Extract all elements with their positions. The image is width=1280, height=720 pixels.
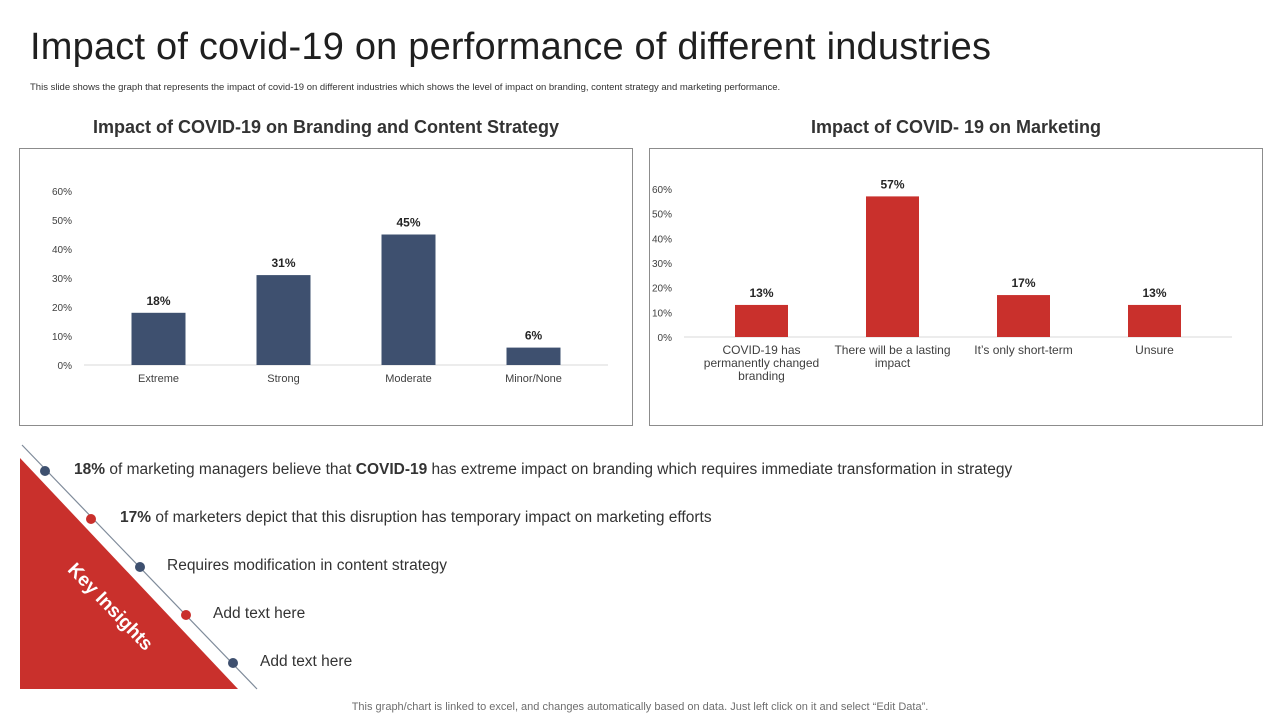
y-tick-label: 30%: [52, 274, 72, 285]
insight-item: 18% of marketing managers believe that C…: [74, 461, 1012, 479]
y-tick-label: 60%: [652, 185, 672, 196]
x-tick-label: COVID-19 has permanently changed branding: [704, 343, 819, 383]
chart-marketing-title: Impact of COVID- 19 on Marketing: [810, 117, 1102, 137]
insight-bullet-dot: [135, 562, 145, 572]
y-tick-label: 20%: [52, 303, 72, 314]
insight-text: Add text here: [213, 605, 306, 622]
data-label: 31%: [271, 256, 295, 270]
insight-bullet-dot: [181, 610, 191, 620]
y-tick-label: 0%: [58, 361, 73, 372]
x-tick-label: Strong: [267, 373, 299, 385]
bar: [381, 234, 436, 365]
data-label: 45%: [396, 216, 420, 230]
data-label: 17%: [1011, 276, 1035, 290]
insight-text: has extreme impact on branding which req…: [427, 461, 1013, 478]
insight-item: Add text here: [260, 653, 352, 671]
insight-highlight: COVID-19: [355, 461, 428, 478]
insight-text: Add text here: [260, 653, 353, 670]
page-subtitle: This slide shows the graph that represen…: [30, 82, 781, 93]
y-tick-label: 40%: [52, 245, 72, 256]
x-tick-label: There will be a lasting impact: [834, 343, 950, 370]
y-tick-label: 10%: [652, 308, 672, 319]
insight-highlight: 17%: [120, 509, 152, 526]
data-label: 57%: [880, 177, 904, 191]
y-tick-label: 20%: [652, 284, 672, 295]
data-label: 6%: [525, 329, 543, 343]
key-insights-triangle: [20, 458, 238, 689]
data-label: 13%: [749, 286, 773, 300]
insight-text: Requires modification in content strateg…: [167, 557, 448, 574]
key-insights-graphic: Key Insights: [20, 444, 258, 690]
insight-text: of marketers depict that this disruption…: [151, 509, 712, 526]
footer-note: This graph/chart is linked to excel, and…: [351, 701, 929, 713]
y-tick-label: 50%: [652, 210, 672, 221]
y-tick-label: 50%: [52, 216, 72, 227]
data-label: 13%: [1142, 286, 1166, 300]
insight-item: 17% of marketers depict that this disrup…: [120, 509, 712, 527]
insight-item: Add text here: [213, 605, 305, 623]
insight-highlight: 18%: [74, 461, 106, 478]
x-tick-label: Moderate: [385, 373, 431, 385]
chart-branding-box[interactable]: 0% 10% 20% 30% 40% 50% 60% 18% Extreme 31% Strong 4…: [19, 148, 633, 426]
x-tick-label: Unsure: [1135, 343, 1174, 357]
y-tick-label: 60%: [52, 187, 72, 198]
data-label: 18%: [146, 294, 170, 308]
insight-bullet-dot: [86, 514, 96, 524]
bar: [131, 312, 186, 365]
bar: [1128, 304, 1181, 337]
insight-text: of marketing managers believe that: [105, 461, 356, 478]
y-tick-label: 0%: [658, 333, 673, 344]
y-tick-label: 10%: [52, 332, 72, 343]
chart-marketing-svg: 0% 10% 20% 30% 40% 50% 60% 13% COVID-19 has perma…: [652, 177, 1232, 383]
x-tick-label: It’s only short-term: [974, 343, 1072, 357]
insight-bullet-dot: [228, 658, 238, 668]
page-title: Impact of covid-19 on performance of dif…: [30, 26, 992, 68]
chart-branding-title: Impact of COVID-19 on Branding and Conte…: [92, 117, 560, 137]
bar: [256, 275, 311, 365]
x-tick-label: Extreme: [138, 373, 179, 385]
insight-item: Requires modification in content strateg…: [167, 557, 447, 575]
bar: [506, 347, 561, 365]
chart-branding-svg: 0% 10% 20% 30% 40% 50% 60% 18% Extreme 31% Strong 4…: [52, 187, 608, 385]
insight-bullet-dot: [40, 466, 50, 476]
y-tick-label: 30%: [652, 259, 672, 270]
x-tick-label: Minor/None: [505, 373, 562, 385]
bar: [735, 304, 788, 337]
y-tick-label: 40%: [652, 234, 672, 245]
chart-marketing-box[interactable]: 0% 10% 20% 30% 40% 50% 60% 13% COVID-19 has perma…: [649, 148, 1263, 426]
bar: [997, 295, 1050, 337]
bar: [866, 196, 919, 337]
